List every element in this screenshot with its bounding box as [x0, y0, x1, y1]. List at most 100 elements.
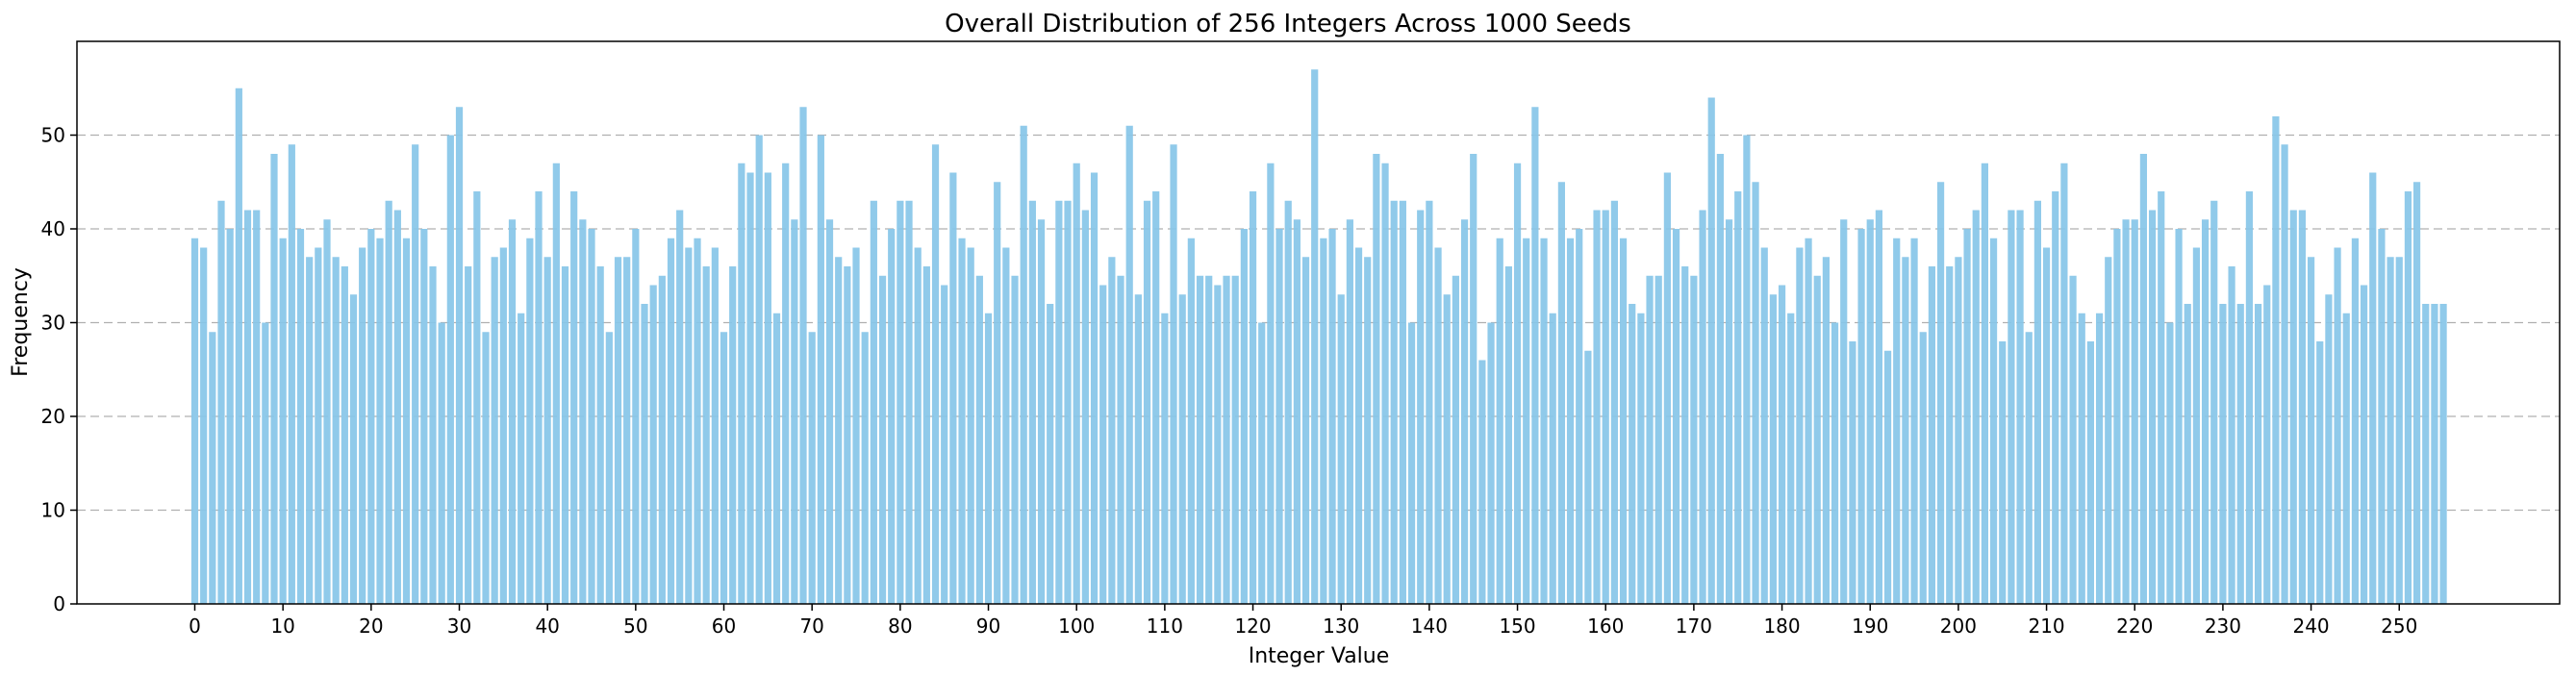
bar-25: [412, 144, 419, 604]
bar-127: [1311, 69, 1319, 604]
bar-10: [279, 238, 287, 604]
x-tick-label: 200: [1940, 614, 1977, 638]
bar-141: [1434, 247, 1442, 604]
bar-26: [420, 229, 428, 604]
bar-84: [931, 144, 940, 604]
bar-171: [1699, 210, 1706, 604]
bar-54: [667, 238, 675, 604]
bar-217: [2105, 257, 2112, 604]
bar-187: [1840, 219, 1848, 604]
bar-184: [1813, 275, 1821, 604]
bar-255: [2439, 304, 2447, 604]
bar-254: [2431, 304, 2438, 604]
x-tick-label: 50: [623, 614, 647, 638]
bar-181: [1787, 313, 1795, 604]
bar-137: [1399, 200, 1406, 604]
bar-101: [1081, 210, 1089, 604]
bar-231: [2228, 266, 2235, 604]
bar-202: [1972, 210, 1980, 604]
bar-67: [782, 163, 790, 604]
bar-226: [2184, 304, 2191, 604]
bar-13: [306, 257, 314, 604]
bar-237: [2281, 144, 2288, 604]
bar-47: [605, 332, 613, 604]
bar-232: [2236, 304, 2244, 604]
bar-197: [1928, 266, 1935, 604]
x-tick-label: 90: [976, 614, 1000, 638]
bar-108: [1143, 200, 1151, 604]
bar-12: [296, 229, 305, 604]
bar-250: [2395, 257, 2403, 604]
bar-147: [1487, 322, 1495, 604]
bar-17: [341, 266, 348, 604]
bar-221: [2139, 154, 2148, 604]
bar-39: [535, 191, 543, 604]
y-tick-label: 0: [53, 592, 65, 615]
bar-135: [1381, 163, 1389, 604]
bar-211: [2052, 191, 2059, 604]
bar-4: [226, 229, 234, 604]
bar-155: [1557, 182, 1565, 604]
bar-70: [808, 332, 816, 604]
bar-157: [1576, 229, 1583, 604]
bar-119: [1240, 229, 1248, 604]
bar-177: [1752, 182, 1759, 604]
bar-50: [632, 229, 640, 604]
bar-43: [570, 191, 578, 604]
bar-120: [1249, 191, 1257, 604]
bar-11: [288, 144, 295, 604]
bar-98: [1055, 200, 1063, 604]
bar-128: [1320, 238, 1327, 604]
bar-3: [217, 200, 225, 604]
bar-172: [1707, 97, 1715, 604]
bar-245: [2351, 238, 2360, 604]
bar-15: [323, 219, 331, 604]
bar-247: [2369, 172, 2377, 604]
bar-7: [253, 210, 261, 604]
bar-115: [1205, 275, 1213, 604]
bar-235: [2263, 285, 2271, 604]
bar-14: [315, 247, 322, 604]
bar-29: [446, 135, 454, 604]
bar-196: [1919, 332, 1927, 604]
bar-102: [1090, 172, 1099, 604]
bar-195: [1910, 238, 1918, 604]
x-tick-label: 80: [888, 614, 912, 638]
bar-99: [1064, 200, 1072, 604]
bar-142: [1443, 294, 1451, 604]
bar-65: [764, 172, 771, 604]
bar-37: [518, 313, 525, 604]
bar-88: [967, 247, 974, 604]
bar-169: [1681, 266, 1689, 604]
x-tick-label: 220: [2116, 614, 2153, 638]
x-axis-ticks: 0 10 20 30 40 50 60 70 80 90 100 110 120 130 140 150 160…: [189, 604, 2417, 638]
bar-59: [711, 247, 719, 604]
bar-75: [852, 247, 860, 604]
bar-189: [1857, 229, 1865, 604]
bar-214: [2078, 313, 2085, 604]
bar-212: [2060, 163, 2068, 604]
bar-106: [1125, 125, 1133, 604]
bar-68: [791, 219, 798, 604]
bar-182: [1796, 247, 1804, 604]
bar-251: [2404, 191, 2412, 604]
bar-149: [1504, 266, 1512, 604]
bar-233: [2245, 191, 2254, 604]
bar-229: [2210, 200, 2218, 604]
bar-244: [2342, 313, 2350, 604]
bar-234: [2254, 304, 2262, 604]
bar-63: [746, 172, 754, 604]
bar-21: [376, 238, 384, 604]
y-axis-ticks: 0 10 20 30 40 50: [41, 124, 77, 615]
bar-138: [1407, 322, 1416, 604]
bar-97: [1047, 304, 1054, 604]
x-tick-label: 130: [1323, 614, 1359, 638]
x-tick-label: 70: [799, 614, 823, 638]
bar-28: [438, 322, 445, 604]
bar-185: [1822, 257, 1830, 604]
x-tick-label: 120: [1234, 614, 1271, 638]
bar-69: [799, 107, 807, 604]
bar-126: [1301, 257, 1310, 604]
x-tick-label: 140: [1411, 614, 1448, 638]
y-tick-label: 20: [41, 405, 65, 428]
